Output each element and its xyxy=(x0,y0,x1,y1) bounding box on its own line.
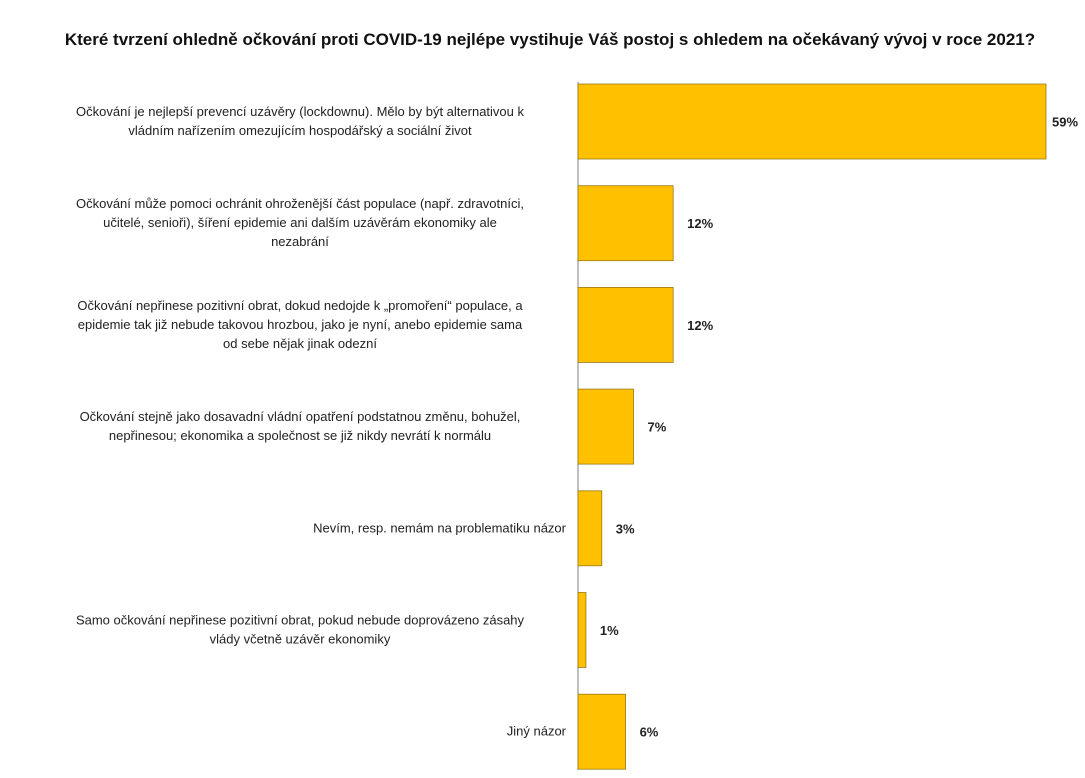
data-label: 6% xyxy=(640,725,659,740)
data-label: 7% xyxy=(648,420,667,435)
category-label: Očkování je nejlepší prevencí uzávěry (l… xyxy=(76,104,524,138)
data-label: 3% xyxy=(616,521,635,536)
bar xyxy=(577,388,634,465)
category-label: Očkování nepřinese pozitivní obrat, doku… xyxy=(77,298,523,351)
bar xyxy=(577,490,603,567)
data-label: 1% xyxy=(600,623,619,638)
chart-title: Které tvrzení ohledně očkování proti COV… xyxy=(64,30,1036,49)
data-label: 12% xyxy=(687,318,713,333)
data-label: 59% xyxy=(1052,115,1078,130)
bar xyxy=(577,592,587,668)
bar xyxy=(577,693,626,770)
category-label: Jiný názor xyxy=(507,724,567,739)
bar xyxy=(577,286,674,363)
category-label: Očkování může pomoci ochránit ohroženějš… xyxy=(76,196,524,249)
category-label: Samo očkování nepřinese pozitivní obrat,… xyxy=(76,613,525,647)
category-label: Nevím, resp. nemám na problematiku názor xyxy=(313,520,567,535)
data-label: 12% xyxy=(687,216,713,231)
category-label: Očkování stejně jako dosavadní vládní op… xyxy=(80,409,521,443)
bar xyxy=(577,83,1047,160)
bar xyxy=(577,185,674,262)
